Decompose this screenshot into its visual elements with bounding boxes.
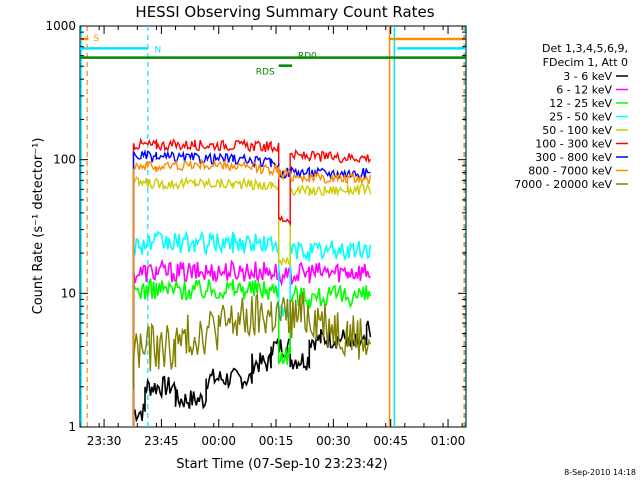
rd0-flag-label: RD0 xyxy=(298,52,317,62)
series-layer xyxy=(132,137,372,427)
chart-title: HESSI Observing Summary Count Rates xyxy=(135,3,434,21)
y-tick-label: 10 xyxy=(61,286,76,300)
series-line-3 xyxy=(132,278,372,427)
legend-header-line-2: FDecim 1, Att 0 xyxy=(543,56,628,69)
series-line-1 xyxy=(132,320,372,427)
series-line-2 xyxy=(132,258,371,427)
x-tick-label: 00:45 xyxy=(373,434,408,448)
x-tick-label: 23:30 xyxy=(87,434,122,448)
legend-item-label: 6 - 12 keV xyxy=(556,84,612,97)
y-tick-label: 100 xyxy=(53,153,76,167)
y-axis-label: Count Rate (s⁻¹ detector⁻¹) xyxy=(31,138,46,315)
x-tick-label: 01:00 xyxy=(431,434,466,448)
plot-frame xyxy=(79,25,467,428)
series-line-6 xyxy=(132,137,372,427)
legend-item-label: 3 - 6 keV xyxy=(563,70,612,83)
y-tick-label: 1 xyxy=(68,420,76,434)
legend-item-label: 100 - 300 keV xyxy=(535,138,612,151)
legend-item-label: 300 - 800 keV xyxy=(535,151,612,164)
x-axis-label: Start Time (07-Sep-10 23:23:42) xyxy=(176,457,387,472)
legend-item-label: 50 - 100 keV xyxy=(542,124,612,137)
legend-item-label: 800 - 7000 keV xyxy=(528,165,612,178)
flags-layer: S N RD0 RDS xyxy=(80,26,466,427)
x-tick-label: 00:30 xyxy=(316,434,351,448)
series-line-8 xyxy=(132,158,372,427)
legend-item-label: 7000 - 20000 keV xyxy=(514,178,612,191)
saa-flag-label: S xyxy=(93,34,99,44)
series-line-5 xyxy=(132,175,372,427)
night-flag-label: N xyxy=(155,45,162,55)
legend: Det 1,3,4,5,6,9, FDecim 1, Att 0 3 - 6 k… xyxy=(514,42,628,191)
x-tick-label: 00:00 xyxy=(201,434,236,448)
footer-date: 8-Sep-2010 14:18 xyxy=(564,468,636,477)
legend-item-label: 25 - 50 keV xyxy=(549,111,612,124)
legend-item-label: 12 - 25 keV xyxy=(549,97,612,110)
series-line-7 xyxy=(132,148,371,427)
series-line-9 xyxy=(132,291,372,390)
axes-layer: 1 10 100 1000 23:30 23:45 00:00 00:15 00:30 00:45… xyxy=(45,19,466,448)
x-tick-label: 00:15 xyxy=(259,434,294,448)
rds-flag-label: RDS xyxy=(256,68,275,78)
x-tick-label: 23:45 xyxy=(144,434,179,448)
y-tick-label: 1000 xyxy=(45,19,76,33)
series-line-4 xyxy=(132,230,372,427)
legend-header-line-1: Det 1,3,4,5,6,9, xyxy=(542,42,628,55)
